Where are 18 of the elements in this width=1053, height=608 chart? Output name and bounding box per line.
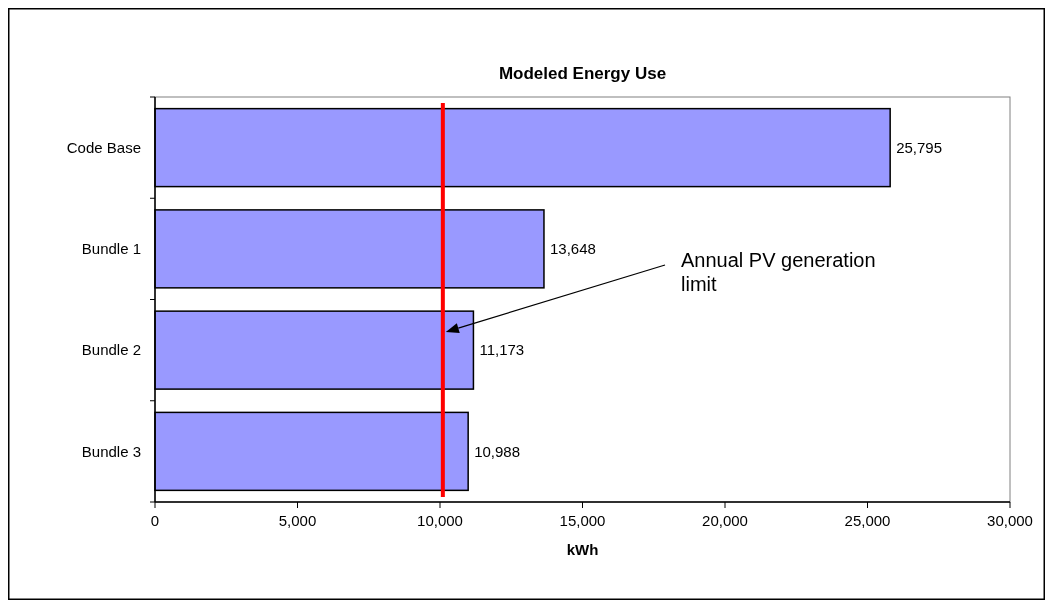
x-tick-label: 20,000 xyxy=(702,512,748,529)
y-tick-label: Code Base xyxy=(66,138,141,156)
chart-title: Modeled Energy Use xyxy=(498,64,667,83)
data-label: 11,173 xyxy=(479,341,525,359)
y-tick-label: Bundle 3 xyxy=(81,442,141,460)
annotation: Annual PV generation limit xyxy=(681,249,876,295)
x-tick-label: 30,000 xyxy=(987,512,1033,529)
y-tick-label: Bundle 1 xyxy=(81,240,141,258)
x-tick-label: 0 xyxy=(150,512,160,529)
x-axis-title: kWh xyxy=(566,541,599,558)
x-tick-label: 15,000 xyxy=(559,512,606,529)
data-label: 13,648 xyxy=(549,240,596,258)
data-label: 25,795 xyxy=(896,138,943,156)
x-tick-label: 10,000 xyxy=(417,512,463,529)
x-tick-label: 25,000 xyxy=(844,512,891,529)
data-label: 10,988 xyxy=(474,442,521,460)
y-tick-label: Bundle 2 xyxy=(81,341,141,359)
x-tick-label: 5,000 xyxy=(278,512,317,529)
